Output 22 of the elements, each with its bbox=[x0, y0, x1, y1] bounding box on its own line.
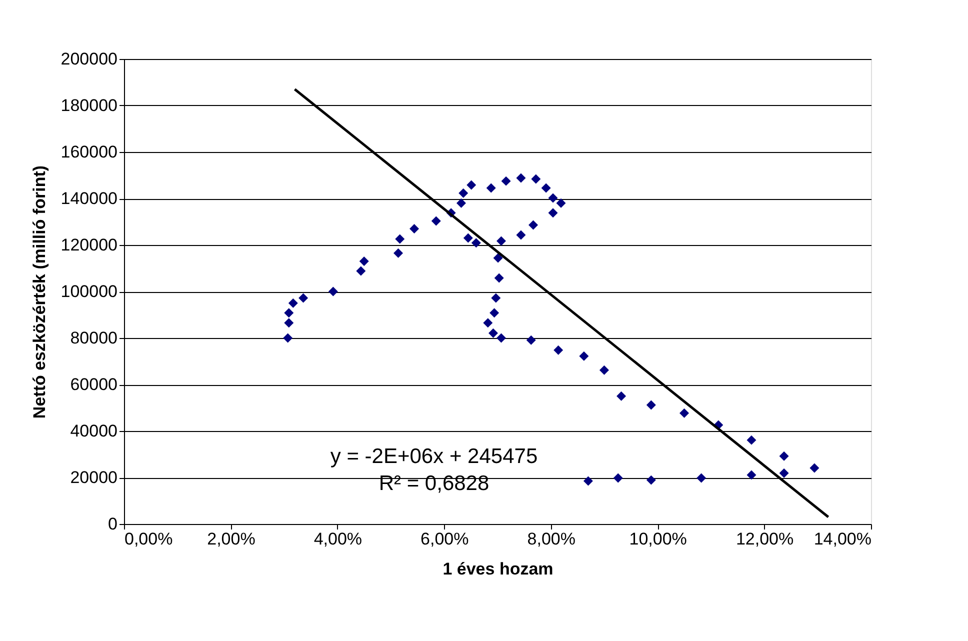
y-tick-label: 200000 bbox=[60, 50, 118, 68]
y-tick-label: 120000 bbox=[60, 236, 118, 254]
y-tick-label: 100000 bbox=[60, 282, 118, 301]
x-tick-label: 6,00% bbox=[420, 530, 469, 548]
x-tick-label: 12,00% bbox=[736, 530, 794, 548]
x-tick-label: 2,00% bbox=[207, 530, 256, 548]
x-tick-label: 4,00% bbox=[314, 530, 362, 548]
y-tick-label: 180000 bbox=[60, 96, 118, 115]
y-tick-label: 160000 bbox=[60, 142, 118, 162]
x-axis-title: 1 éves hozam bbox=[442, 560, 554, 578]
y-tick-label: 140000 bbox=[60, 189, 118, 208]
y-tick-label: 20000 bbox=[70, 468, 118, 487]
annotation: y = -2E+06x + 245475 bbox=[330, 445, 538, 468]
x-tick-label: 8,00% bbox=[527, 530, 576, 548]
y-tick-label: 0 bbox=[108, 514, 118, 534]
y-tick-label: 40000 bbox=[70, 422, 118, 440]
x-tick-label: 10,00% bbox=[629, 530, 687, 548]
x-tick-label: 0,00% bbox=[124, 530, 173, 548]
y-axis-title: Nettó eszközérték (millió forint) bbox=[30, 165, 49, 419]
y-tick-label: 60000 bbox=[70, 375, 118, 394]
x-tick-label: 14,00% bbox=[814, 530, 872, 548]
y-tick-label: 80000 bbox=[70, 328, 118, 348]
